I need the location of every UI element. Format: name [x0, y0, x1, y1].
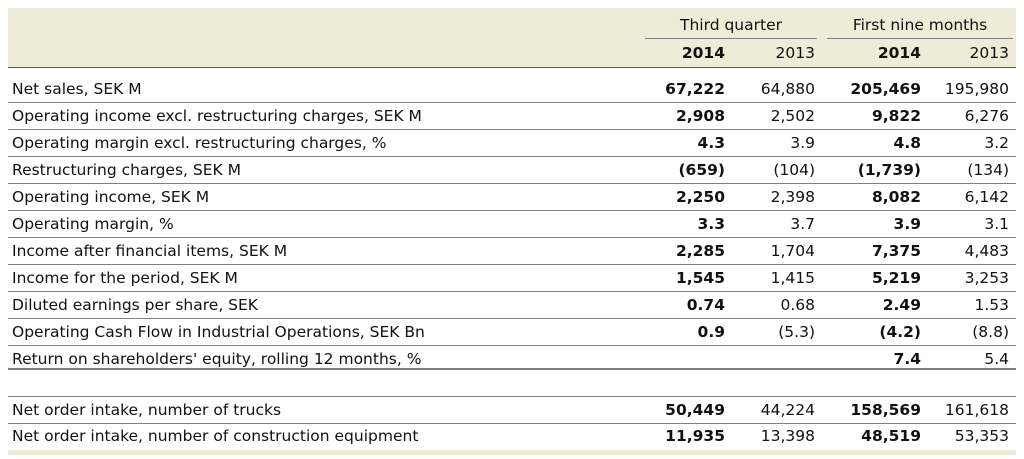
cell-q3-2013: (5.3)	[778, 323, 815, 341]
cell-9m-2014: 3.9	[893, 215, 921, 233]
cell-9m-2013: (8.8)	[972, 323, 1009, 341]
cell-9m-2014: 48,519	[861, 427, 921, 445]
cell-q3-2014: 0.74	[686, 296, 725, 314]
cell-9m-2013: 1.53	[974, 296, 1009, 314]
row-label: Operating income, SEK M	[12, 188, 210, 206]
row-divider	[8, 210, 1016, 211]
cell-q3-2014: 0.9	[697, 323, 725, 341]
cell-q3-2014: 50,449	[665, 401, 725, 419]
footer-band	[8, 450, 1016, 455]
row-label: Operating margin, %	[12, 215, 174, 233]
group-underline-third-quarter	[645, 38, 817, 39]
cell-9m-2013: 3,253	[964, 269, 1009, 287]
row-label: Restructuring charges, SEK M	[12, 161, 241, 179]
cell-q3-2014: (659)	[678, 161, 725, 179]
cell-q3-2013: 0.68	[780, 296, 815, 314]
cell-q3-2013: 64,880	[760, 80, 815, 98]
cell-9m-2013: (134)	[967, 161, 1009, 179]
group-underline-first-nine-months	[827, 38, 1013, 39]
cell-q3-2014: 11,935	[665, 427, 725, 445]
row-divider	[8, 183, 1016, 184]
section-separator-rule	[8, 368, 1016, 370]
row-divider	[8, 129, 1016, 130]
cell-q3-2014: 1,545	[675, 269, 725, 287]
column-header-q3-2014: 2014	[681, 44, 725, 62]
cell-9m-2013: 3.2	[984, 134, 1009, 152]
cell-9m-2014: 9,822	[871, 107, 921, 125]
cell-9m-2014: 2.49	[882, 296, 921, 314]
row-divider	[8, 318, 1016, 319]
cell-9m-2014: (4.2)	[879, 323, 921, 341]
row-divider	[8, 291, 1016, 292]
cell-q3-2014: 4.3	[697, 134, 725, 152]
cell-9m-2013: 3.1	[984, 215, 1009, 233]
cell-q3-2013: 3.9	[790, 134, 815, 152]
cell-9m-2013: 161,618	[944, 401, 1009, 419]
header-band	[8, 8, 1016, 67]
cell-9m-2013: 6,276	[964, 107, 1009, 125]
cell-q3-2013: 2,502	[770, 107, 815, 125]
cell-q3-2013: 2,398	[770, 188, 815, 206]
row-divider	[8, 264, 1016, 265]
row-label: Income after financial items, SEK M	[12, 242, 288, 260]
cell-q3-2014: 67,222	[665, 80, 725, 98]
row-label: Income for the period, SEK M	[12, 269, 238, 287]
row-divider	[8, 156, 1016, 157]
column-header-q3-2013: 2013	[775, 44, 815, 62]
header-bottom-rule	[8, 67, 1016, 68]
row-label: Net sales, SEK M	[12, 80, 142, 98]
cell-9m-2013: 4,483	[964, 242, 1009, 260]
row-label: Net order intake, number of trucks	[12, 401, 282, 419]
cell-q3-2013: 1,415	[770, 269, 815, 287]
cell-q3-2014: 2,285	[675, 242, 725, 260]
column-header-9m-2013: 2013	[969, 44, 1009, 62]
cell-9m-2014: 7.4	[893, 350, 921, 368]
cell-9m-2014: 7,375	[871, 242, 921, 260]
row-divider	[8, 423, 1016, 424]
cell-q3-2014: 2,908	[675, 107, 725, 125]
column-header-9m-2014: 2014	[877, 44, 921, 62]
row-label: Operating margin excl. restructuring cha…	[12, 134, 387, 152]
group-header-third-quarter: Third quarter	[680, 16, 782, 34]
section-2-top-rule	[8, 396, 1016, 397]
row-divider	[8, 102, 1016, 103]
cell-9m-2013: 5.4	[984, 350, 1009, 368]
group-header-first-nine-months: First nine months	[852, 16, 988, 34]
row-label: Operating Cash Flow in Industrial Operat…	[12, 323, 425, 341]
cell-9m-2014: 4.8	[893, 134, 921, 152]
cell-q3-2013: 3.7	[790, 215, 815, 233]
row-divider	[8, 345, 1016, 346]
cell-q3-2014: 3.3	[697, 215, 725, 233]
cell-9m-2014: 8,082	[871, 188, 921, 206]
cell-9m-2014: 5,219	[871, 269, 921, 287]
cell-q3-2013: 13,398	[760, 427, 815, 445]
cell-9m-2014: 158,569	[850, 401, 921, 419]
cell-9m-2013: 53,353	[954, 427, 1009, 445]
cell-9m-2013: 195,980	[944, 80, 1009, 98]
cell-q3-2014: 2,250	[675, 188, 725, 206]
row-label: Diluted earnings per share, SEK	[12, 296, 258, 314]
row-divider	[8, 237, 1016, 238]
row-label: Return on shareholders' equity, rolling …	[12, 350, 422, 368]
row-label: Net order intake, number of construction…	[12, 427, 419, 445]
row-label: Operating income excl. restructuring cha…	[12, 107, 422, 125]
cell-9m-2014: 205,469	[850, 80, 921, 98]
cell-q3-2013: 1,704	[770, 242, 815, 260]
cell-9m-2014: (1,739)	[857, 161, 921, 179]
cell-q3-2013: 44,224	[760, 401, 815, 419]
cell-9m-2013: 6,142	[964, 188, 1009, 206]
cell-q3-2013: (104)	[773, 161, 815, 179]
